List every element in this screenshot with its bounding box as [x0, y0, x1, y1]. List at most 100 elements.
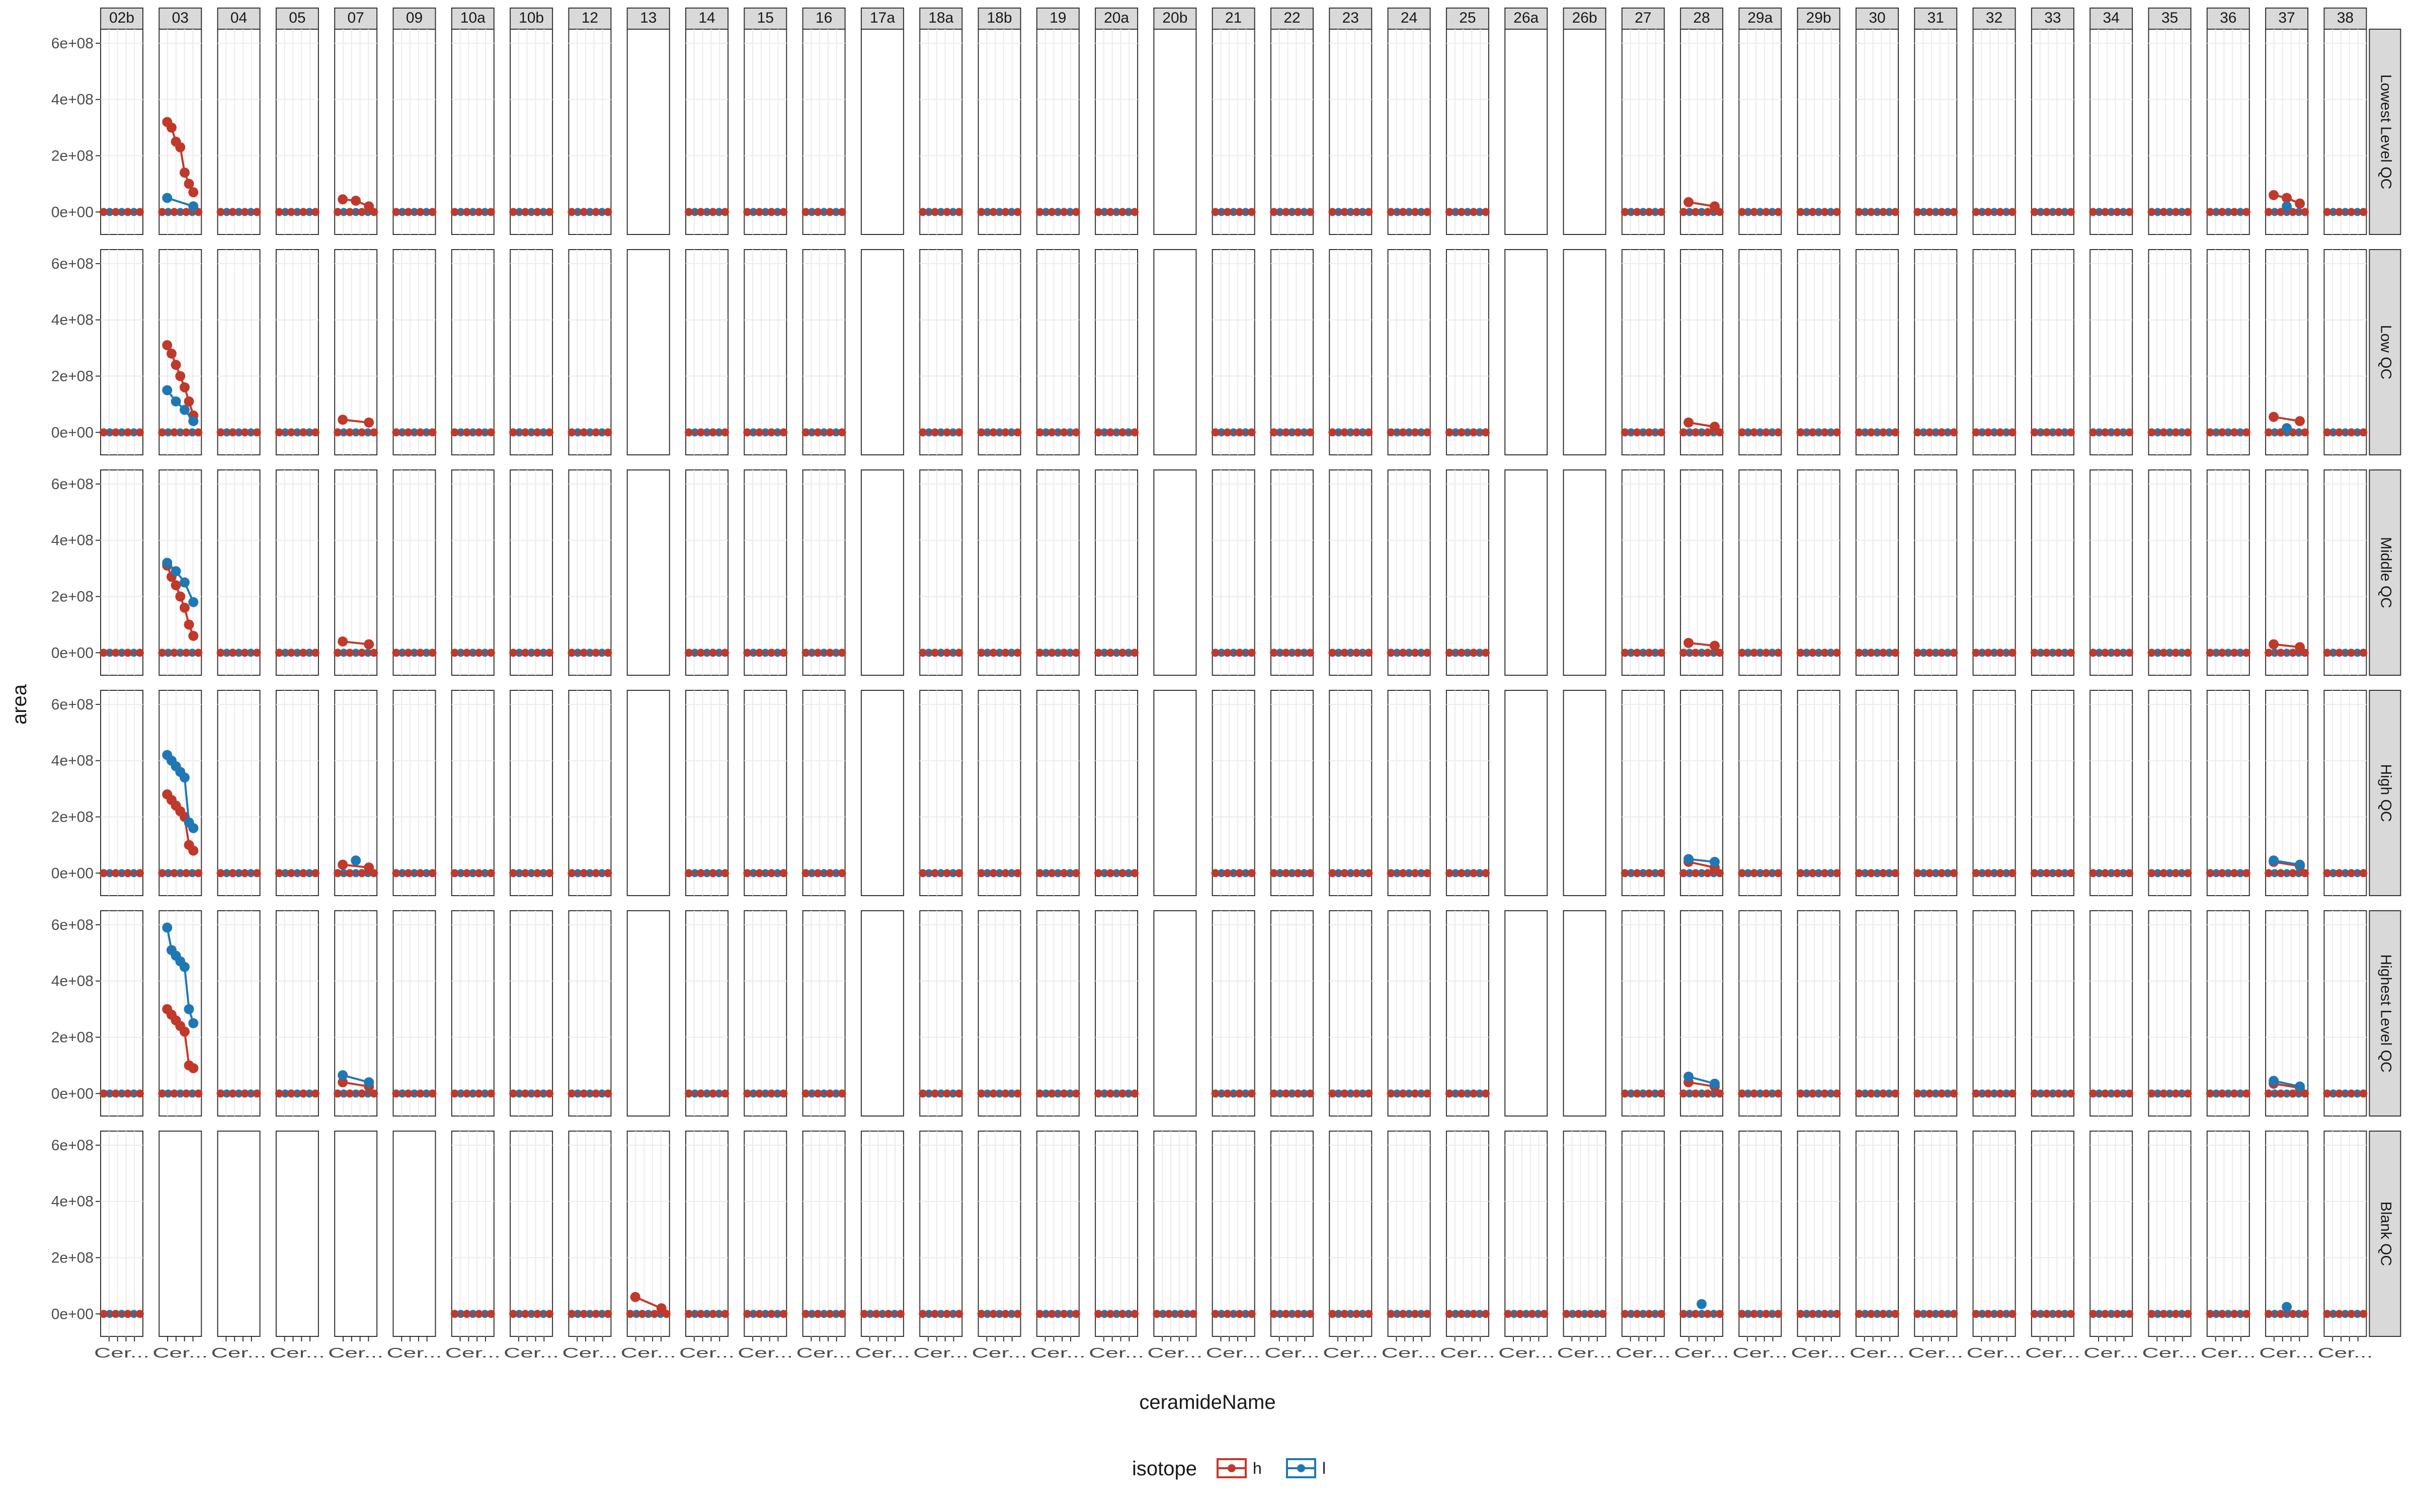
x-tick-label: Cer... — [1030, 1345, 1086, 1361]
panel — [1270, 249, 1314, 455]
facet-strip-row-label-5: Blank QC — [2377, 1202, 2394, 1266]
data-point-h — [162, 340, 173, 351]
panel — [2031, 29, 2074, 235]
panel — [1445, 690, 1489, 896]
panel — [1212, 690, 1255, 896]
panel — [685, 469, 729, 676]
panel — [919, 1131, 963, 1337]
data-point-h — [1710, 641, 1720, 651]
y-tick-label: 2e+08 — [51, 589, 94, 605]
facet-strip-label-26a: 26a — [1513, 10, 1539, 26]
x-tick-label: Cer... — [270, 1345, 325, 1361]
y-axis-title: area — [9, 684, 31, 725]
facet-strip-label-36: 36 — [2220, 10, 2236, 26]
panel — [392, 249, 436, 455]
panel — [1329, 29, 1373, 235]
data-point-l — [162, 922, 173, 933]
y-tick-label: 0e+00 — [51, 1085, 94, 1102]
panel — [685, 910, 729, 1117]
data-point-h — [2282, 193, 2292, 203]
facet-strip-col-13 — [626, 8, 670, 30]
panel — [1856, 910, 1899, 1117]
data-point-h — [175, 142, 186, 152]
x-tick-label: Cer... — [1557, 1345, 1613, 1361]
series-line-l — [166, 389, 194, 422]
facet-strip-col-20b — [1153, 8, 1197, 30]
data-point-h — [1710, 201, 1720, 212]
panel — [2089, 469, 2133, 676]
y-tick-label: 4e+08 — [51, 973, 94, 990]
panel — [510, 1131, 553, 1337]
panel — [392, 469, 436, 676]
panel — [2031, 249, 2074, 455]
panel — [1504, 249, 1548, 455]
panel — [1797, 690, 1840, 896]
panel — [568, 690, 612, 896]
data-point-l — [171, 396, 181, 407]
panel — [978, 1131, 1021, 1337]
facet-strip-label-04: 04 — [230, 10, 247, 26]
data-point-h — [2295, 198, 2305, 209]
panel — [1621, 1131, 1665, 1337]
data-point-h — [338, 194, 348, 205]
panel — [2323, 910, 2367, 1117]
x-axis-title: ceramideName — [1139, 1391, 1275, 1413]
panel — [1036, 910, 1080, 1117]
data-point-l — [188, 416, 199, 426]
panel — [1153, 469, 1197, 676]
facet-strip-col-29b — [1797, 8, 1840, 30]
y-tick-label: 4e+08 — [51, 532, 94, 549]
data-point-h — [338, 415, 348, 425]
facet-strip-col-09 — [392, 8, 436, 30]
facet-strip-row-2 — [2369, 469, 2401, 676]
y-tick-label: 6e+08 — [51, 35, 94, 52]
panel — [392, 29, 436, 235]
panel — [100, 690, 143, 896]
panel — [1856, 690, 1899, 896]
panel — [685, 690, 729, 896]
panel — [1738, 690, 1782, 896]
data-point-h — [179, 602, 190, 613]
panel — [1212, 249, 1255, 455]
data-point-h — [171, 580, 181, 591]
panel — [2148, 249, 2192, 455]
legend-title: isotope — [1132, 1458, 1197, 1480]
panel — [919, 690, 963, 896]
panel — [217, 910, 261, 1117]
data-point-h — [166, 348, 177, 359]
x-tick-label: Cer... — [2142, 1345, 2198, 1361]
y-tick-label: 6e+08 — [51, 917, 94, 933]
legend-label-l: l — [1322, 1459, 1326, 1477]
panel — [2323, 1131, 2367, 1337]
facet-strip-label-26b: 26b — [1572, 10, 1597, 26]
data-point-h — [364, 201, 374, 212]
panel — [685, 249, 729, 455]
panel — [1270, 690, 1314, 896]
y-tick-label: 6e+08 — [51, 476, 94, 493]
data-point-l — [171, 566, 181, 577]
data-point-h — [2295, 416, 2305, 426]
panel — [1856, 1131, 1899, 1337]
facet-strip-label-24: 24 — [1401, 10, 1417, 26]
data-point-h — [364, 639, 374, 650]
panel — [744, 29, 787, 235]
panel — [1329, 1131, 1373, 1337]
data-point-l — [364, 1077, 374, 1087]
x-tick-label: Cer... — [1967, 1345, 2022, 1361]
x-tick-label: Cer... — [562, 1345, 617, 1361]
data-point-l — [1683, 1071, 1694, 1082]
panel — [2089, 910, 2133, 1117]
panel — [217, 690, 261, 896]
panel — [2089, 249, 2133, 455]
panel — [1621, 690, 1665, 896]
facet-strip-row-0 — [2369, 29, 2401, 235]
data-point-h — [175, 371, 186, 381]
legend-key-point-h — [1228, 1464, 1236, 1472]
panel — [1095, 690, 1139, 896]
data-point-l — [188, 1018, 199, 1028]
panel — [1504, 469, 1548, 676]
panel — [2148, 29, 2192, 235]
facet-strip-col-10b — [510, 8, 553, 30]
data-point-l — [188, 823, 199, 833]
panel — [451, 910, 495, 1117]
